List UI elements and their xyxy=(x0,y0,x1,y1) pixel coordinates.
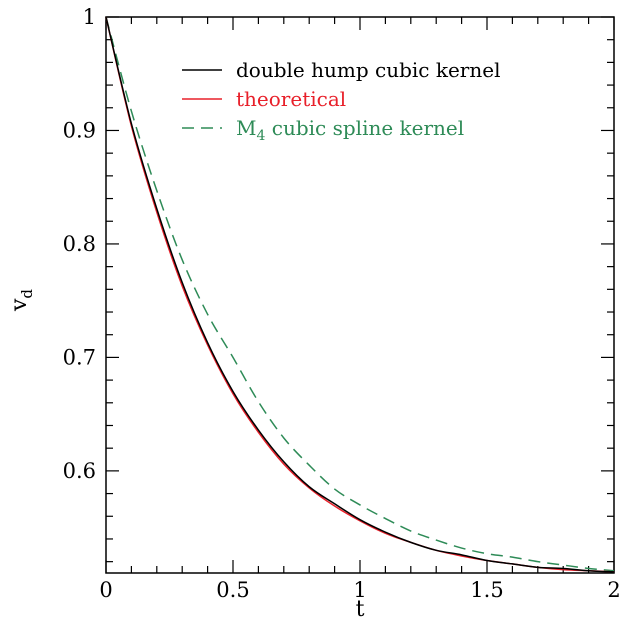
y-tick-label: 1 xyxy=(83,5,96,29)
x-tick-label: 2 xyxy=(607,578,620,602)
tick-labels: 0 0.5 1 1.5 2 0.6 0.7 0.8 0.9 1 xyxy=(63,5,621,602)
x-tick-label: 1.5 xyxy=(470,578,503,602)
series-line-0 xyxy=(105,16,615,573)
series-layer xyxy=(105,16,615,573)
y-tick-label: 0.8 xyxy=(63,232,96,256)
x-tick-label: 0.5 xyxy=(216,578,249,602)
legend-label-m4-subscript: 4 xyxy=(256,128,265,144)
y-axis-label-subscript: d xyxy=(18,289,36,299)
series-line-1 xyxy=(105,16,615,573)
legend-label-m4-spline: M4 cubic spline kernel xyxy=(236,116,464,144)
y-axis-label-main: v xyxy=(7,298,32,312)
series-line-2 xyxy=(105,16,615,572)
x-tick-label: 0 xyxy=(99,578,112,602)
x-tick-label: 1 xyxy=(353,578,366,602)
x-axis-label: t xyxy=(356,597,365,622)
ticks xyxy=(105,16,615,573)
legend-label-theoretical: theoretical xyxy=(236,87,346,111)
legend-label-double-hump: double hump cubic kernel xyxy=(236,58,500,82)
legend-label-m4-main: M xyxy=(236,116,256,140)
y-axis-label: vd xyxy=(7,289,36,312)
y-tick-label: 0.7 xyxy=(63,345,96,369)
legend-label-m4-rest: cubic spline kernel xyxy=(265,116,464,140)
plot-frame xyxy=(105,16,615,574)
y-tick-label: 0.9 xyxy=(63,118,96,142)
y-tick-label: 0.6 xyxy=(63,459,96,483)
legend: double hump cubic kernel theoretical M4 … xyxy=(182,58,500,144)
